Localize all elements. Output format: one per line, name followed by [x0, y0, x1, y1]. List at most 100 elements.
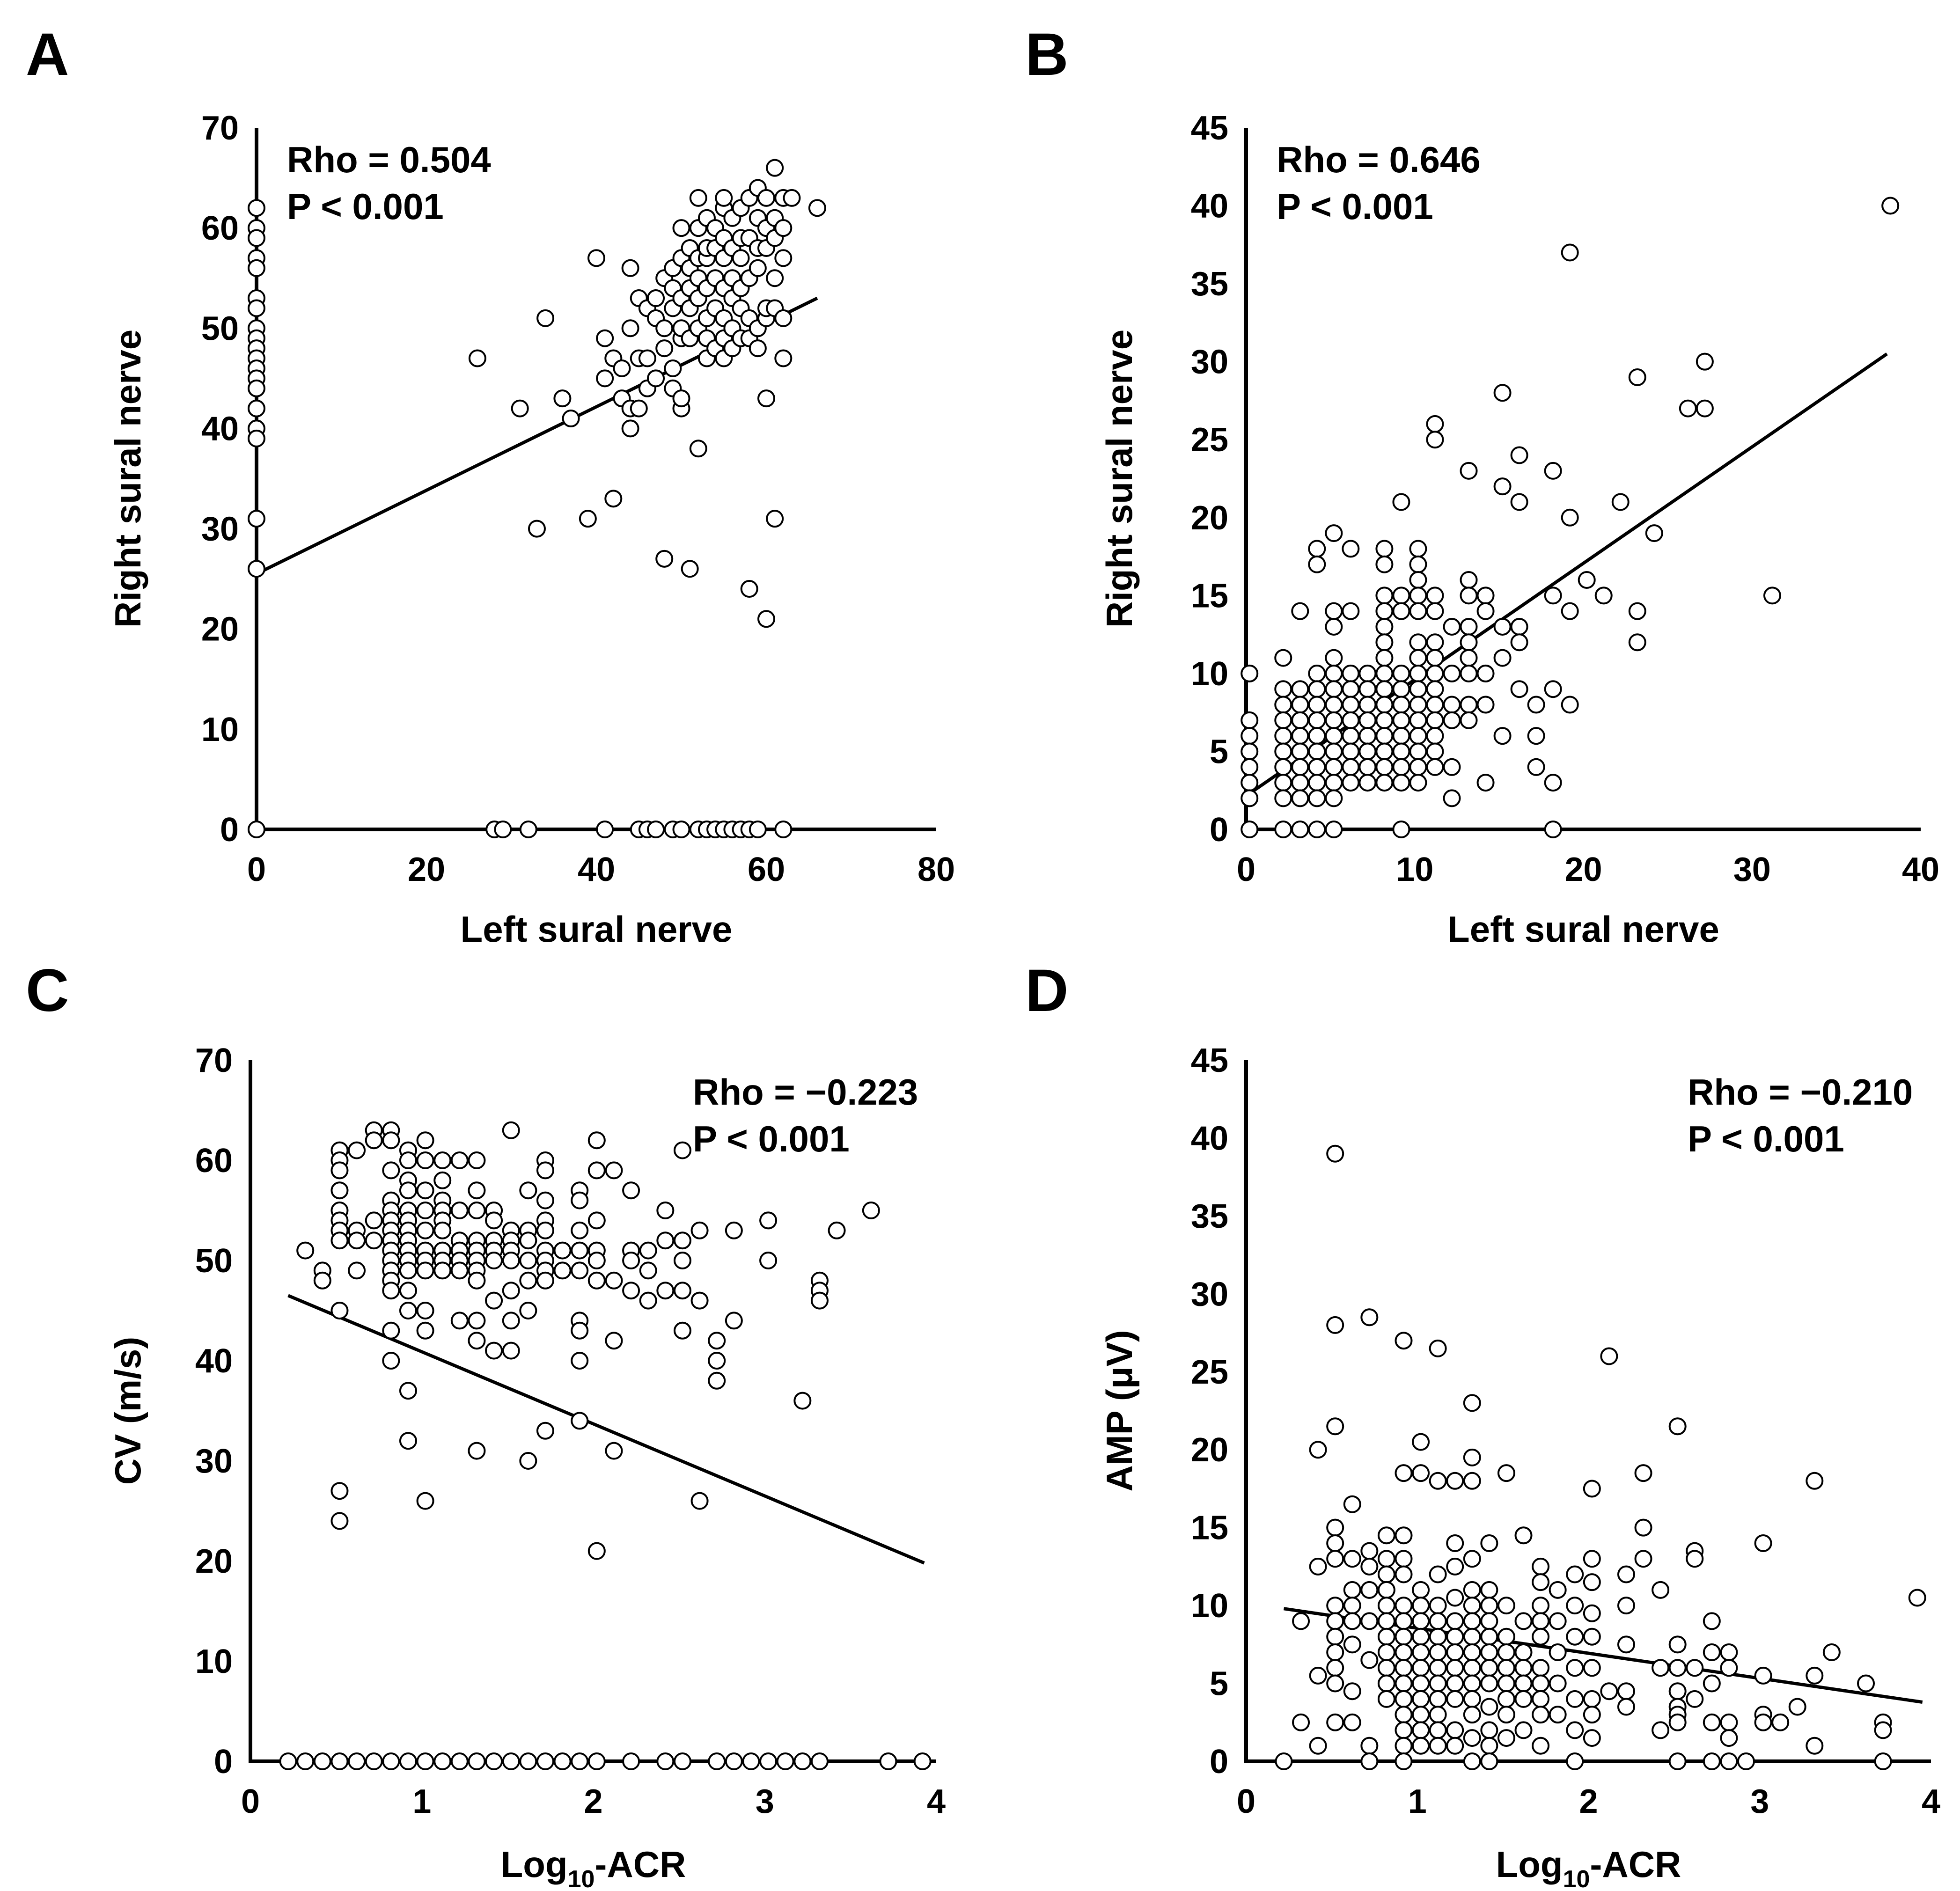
data-point: [1493, 727, 1512, 745]
data-point: [1510, 617, 1528, 636]
data-point: [732, 249, 750, 267]
y-tick-label: 20: [201, 611, 239, 648]
x-tick-label: 20: [408, 851, 445, 888]
data-point: [1510, 446, 1528, 464]
data-point: [673, 1752, 691, 1770]
data-point: [690, 1221, 709, 1239]
data-point: [1429, 1339, 1447, 1357]
data-point: [1358, 696, 1377, 714]
data-point: [1617, 1597, 1635, 1615]
y-tick-label: 10: [195, 1643, 233, 1680]
x-axis-title-main: Log: [501, 1844, 568, 1885]
data-point: [1326, 1550, 1344, 1568]
data-point: [1392, 696, 1410, 714]
data-point: [1395, 1332, 1413, 1350]
data-point: [1358, 774, 1377, 792]
p-value-annotation: P < 0.001: [693, 1118, 850, 1159]
x-axis-title-tail: -ACR: [1590, 1844, 1681, 1885]
data-point: [1342, 742, 1360, 761]
data-point: [1544, 586, 1562, 605]
data-point: [766, 510, 784, 528]
data-point: [639, 1241, 657, 1260]
data-point: [485, 1211, 503, 1230]
data-point: [1308, 742, 1326, 761]
data-point: [1806, 1737, 1824, 1755]
data-point: [519, 1452, 537, 1470]
data-point: [1754, 1713, 1772, 1731]
data-point: [450, 1261, 469, 1280]
data-point: [1377, 1581, 1395, 1599]
data-point: [519, 1752, 537, 1770]
data-point: [673, 1321, 691, 1340]
data-point: [647, 821, 665, 838]
data-point: [1443, 664, 1461, 682]
data-point: [1395, 1721, 1413, 1739]
data-point: [1429, 1706, 1447, 1724]
data-point: [450, 1312, 469, 1330]
data-point: [579, 510, 597, 528]
data-point: [1409, 711, 1427, 729]
data-point: [1409, 555, 1427, 573]
data-point: [1583, 1627, 1601, 1646]
data-point: [1291, 789, 1309, 807]
data-point: [1493, 617, 1512, 636]
data-point: [1429, 1643, 1447, 1661]
data-point: [519, 1181, 537, 1200]
data-point: [1308, 727, 1326, 745]
data-point: [571, 1241, 589, 1260]
data-point: [1309, 1441, 1327, 1459]
data-point: [1426, 586, 1444, 605]
data-point: [1561, 243, 1579, 262]
data-point: [1497, 1659, 1515, 1677]
x-tick-label: 0: [241, 1783, 260, 1820]
data-point: [1392, 711, 1410, 729]
data-point: [715, 189, 733, 207]
data-point: [1668, 1713, 1687, 1731]
data-point: [1343, 1550, 1361, 1568]
data-point: [759, 1752, 778, 1770]
data-point: [1628, 368, 1646, 386]
data-point: [1497, 1643, 1515, 1661]
data-point: [1326, 1659, 1344, 1677]
data-point: [1426, 664, 1444, 682]
panel-a: A 0 10 20 30 40 50 60 70 0 20 40 60 80 Right sural ner…: [26, 21, 955, 950]
data-point: [1377, 1659, 1395, 1677]
data-point: [1326, 1417, 1344, 1436]
data-point: [1342, 696, 1360, 714]
data-point: [416, 1302, 434, 1319]
data-point: [1754, 1666, 1772, 1685]
data-point: [672, 821, 690, 838]
data-point: [1429, 1627, 1447, 1646]
data-point: [1309, 1666, 1327, 1685]
data-point: [511, 399, 529, 418]
data-point: [913, 1752, 932, 1770]
data-point: [1375, 680, 1394, 698]
data-point: [587, 1271, 606, 1290]
data-point: [1395, 1526, 1413, 1545]
data-point: [1325, 821, 1343, 838]
data-point: [571, 1321, 589, 1340]
data-point: [605, 1332, 623, 1350]
x-axis-title-tail: -ACR: [595, 1844, 686, 1885]
data-point: [502, 1282, 520, 1300]
data-point: [1703, 1674, 1721, 1693]
y-tick-label: 10: [1191, 655, 1228, 693]
data-point: [1443, 617, 1461, 636]
data-point: [1720, 1729, 1738, 1747]
data-point: [1822, 1643, 1841, 1661]
panel-b: B 0 5 10 15 20 25 30 35 40 45 0 10 20 30 40 Right sural …: [1025, 21, 1939, 950]
data-point: [639, 1291, 657, 1310]
data-point: [416, 1131, 434, 1150]
data-point: [1395, 1612, 1413, 1630]
data-point: [749, 821, 767, 838]
data-point: [1634, 1464, 1652, 1482]
data-point: [1480, 1659, 1498, 1677]
data-point: [382, 1752, 400, 1770]
data-point: [774, 309, 793, 327]
data-point: [1409, 774, 1427, 792]
data-point: [621, 419, 639, 438]
p-value-annotation: P < 0.001: [1688, 1118, 1844, 1159]
data-point: [605, 1161, 623, 1180]
data-point: [416, 1492, 434, 1510]
data-point: [725, 1752, 743, 1770]
